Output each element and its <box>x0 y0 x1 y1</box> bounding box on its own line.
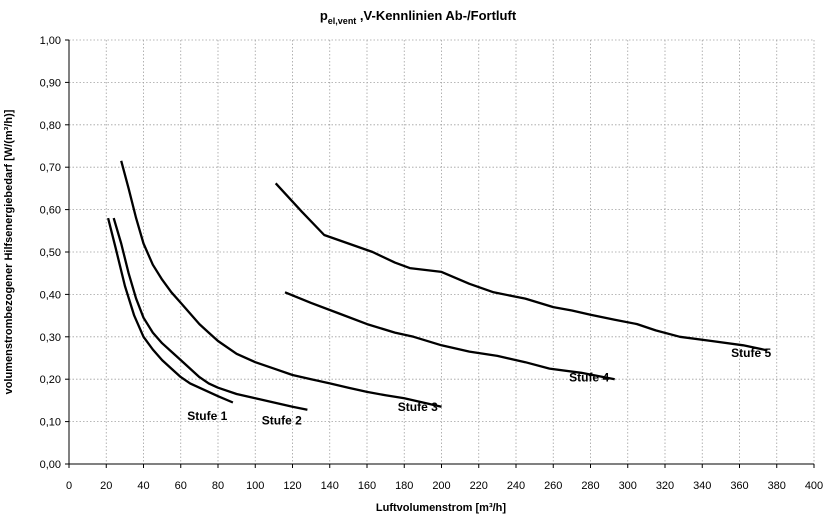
series-line-3 <box>120 160 442 408</box>
chart-title-main: p <box>320 8 328 23</box>
x-tick-label: 200 <box>432 480 450 492</box>
series-line-5 <box>274 182 768 352</box>
chart-title: pel,vent ,V-Kennlinien Ab-/Fortluft <box>320 8 517 26</box>
y-tick-label: 0,90 <box>40 77 61 89</box>
series-line-1 <box>106 217 234 404</box>
y-axis-label: volumenstrombezogener Hilfsenergiebedarf… <box>3 109 15 394</box>
tick-labels: 0,00 0,10 0,20 0,30 0,40 0,50 0,60 0,70 0,80 0,90… <box>40 35 824 492</box>
x-tick-label: 140 <box>321 480 339 492</box>
x-tick-label: 20 <box>100 480 112 492</box>
y-tick-label: 0,30 <box>40 332 61 344</box>
y-tick-label: 0,70 <box>40 162 61 174</box>
series-label-2: Stufe 2 <box>262 413 302 427</box>
x-tick-label: 40 <box>137 480 149 492</box>
chart-title-subscript: el,vent <box>328 16 357 26</box>
y-tick-label: 0,50 <box>40 247 61 259</box>
x-tick-label: 300 <box>619 480 637 492</box>
x-tick-label: 260 <box>544 480 562 492</box>
x-tick-label: 320 <box>656 480 674 492</box>
axes <box>65 39 815 468</box>
chart-title-rest: ,V-Kennlinien Ab-/Fortluft <box>356 8 517 23</box>
x-tick-label: 180 <box>395 480 413 492</box>
series-label-4: Stufe 4 <box>569 371 609 385</box>
x-tick-label: 80 <box>212 480 224 492</box>
series-lines <box>106 160 768 411</box>
grid <box>69 39 815 464</box>
x-tick-label: 380 <box>768 480 786 492</box>
y-tick-label: 0,80 <box>40 120 61 132</box>
x-tick-label: 280 <box>581 480 599 492</box>
x-tick-label: 340 <box>693 480 711 492</box>
series-label-3: Stufe 3 <box>398 400 438 414</box>
y-tick-label: 0,60 <box>40 205 61 217</box>
x-tick-label: 400 <box>805 480 823 492</box>
series-line-2 <box>112 217 308 411</box>
x-tick-label: 60 <box>175 480 187 492</box>
x-tick-label: 0 <box>66 480 72 492</box>
x-axis-label: Luftvolumenstrom [m³/h] <box>376 502 506 514</box>
x-tick-label: 360 <box>730 480 748 492</box>
x-tick-label: 160 <box>358 480 376 492</box>
y-tick-label: 0,20 <box>40 374 61 386</box>
x-tick-label: 100 <box>246 480 264 492</box>
x-tick-label: 240 <box>507 480 525 492</box>
series-label-1: Stufe 1 <box>187 409 227 423</box>
y-tick-label: 0,00 <box>40 459 61 471</box>
y-tick-label: 1,00 <box>40 35 61 47</box>
series-line-4 <box>284 291 615 381</box>
series-label-5: Stufe 5 <box>731 346 771 360</box>
series-labels: Stufe 1 Stufe 2 Stufe 3 Stufe 4 Stufe 5 <box>187 346 771 427</box>
y-tick-label: 0,40 <box>40 289 61 301</box>
x-tick-label: 220 <box>470 480 488 492</box>
y-tick-label: 0,10 <box>40 417 61 429</box>
x-tick-label: 120 <box>283 480 301 492</box>
